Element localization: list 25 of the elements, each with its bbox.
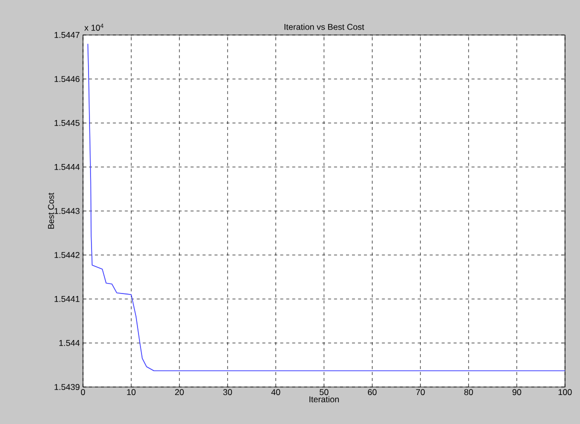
y-tick-label: 1.5441 — [54, 296, 80, 302]
x-tick-label: 40 — [271, 389, 280, 396]
x-tick-label: 30 — [223, 389, 232, 396]
x-tick-label: 50 — [320, 389, 328, 396]
x-tick-label: 100 — [558, 389, 572, 396]
x-tick-label: 0 — [80, 389, 86, 396]
y-tick-label: 1.5444 — [54, 164, 80, 170]
y-tick-label: 1.5445 — [54, 120, 80, 126]
y-tick-label: 1.544 — [59, 340, 80, 346]
chart-title: Iteration vs Best Cost — [284, 24, 364, 30]
y-tick-label: 1.5443 — [54, 208, 80, 214]
x-tick-label: 80 — [464, 389, 473, 396]
y-axis-title: Best Cost — [48, 192, 54, 229]
x-tick-label: 90 — [512, 389, 522, 396]
y-tick-label: 1.5439 — [54, 384, 80, 390]
x-tick-label: 10 — [127, 389, 136, 396]
y-tick-label: 1.5442 — [54, 252, 80, 258]
x-tick-label: 70 — [416, 389, 425, 396]
x-tick-label: 20 — [175, 389, 184, 396]
y-tick-label: 1.5447 — [54, 32, 80, 38]
x-axis-title: Iteration — [309, 396, 339, 402]
text: x 10$^{4}$ — [84, 24, 104, 31]
line-series — [87, 43, 566, 372]
x-tick-label: 60 — [368, 389, 377, 396]
y-tick-label: 1.5446 — [54, 76, 80, 82]
